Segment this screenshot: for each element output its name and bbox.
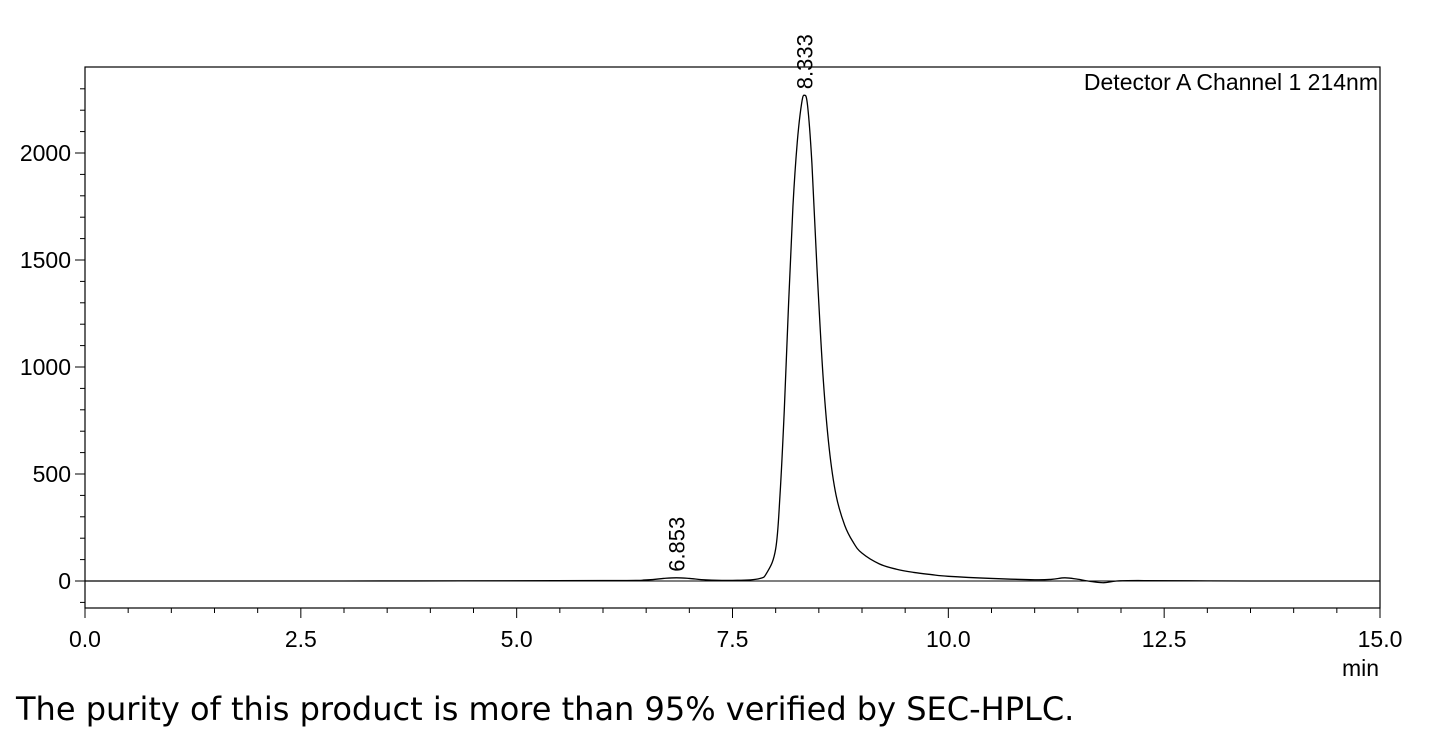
purity-caption: The purity of this product is more than … — [16, 690, 1075, 728]
x-axis-unit-label: min — [1342, 655, 1379, 681]
peak-label: 6.853 — [665, 517, 690, 572]
chromatogram-trace — [84, 94, 1381, 584]
x-tick-label: 5.0 — [501, 626, 533, 652]
y-tick-label: 1500 — [20, 247, 71, 273]
peak-label: 8.333 — [792, 34, 817, 89]
y-tick-label: 0 — [58, 568, 71, 594]
detector-label: Detector A Channel 1 214nm — [1084, 69, 1378, 95]
peak-labels: 6.853 8.333 — [665, 34, 818, 572]
x-tick-label: 12.5 — [1142, 626, 1187, 652]
x-tick-label: 15.0 — [1358, 626, 1403, 652]
y-tick-label: 500 — [33, 461, 71, 487]
y-tick-label: 2000 — [20, 140, 71, 166]
x-tick-label: 10.0 — [926, 626, 971, 652]
x-tick-label: 2.5 — [285, 626, 317, 652]
x-tick-label: 0.0 — [69, 626, 101, 652]
y-tick-label: 1000 — [20, 354, 71, 380]
x-tick-label: 7.5 — [717, 626, 749, 652]
x-axis-ticks: 0.0 2.5 5.0 7.5 10.0 12.5 15.0 — [69, 608, 1402, 652]
y-axis-ticks: 0 500 1000 1500 2000 — [20, 88, 85, 603]
plot-frame — [84, 66, 1381, 609]
